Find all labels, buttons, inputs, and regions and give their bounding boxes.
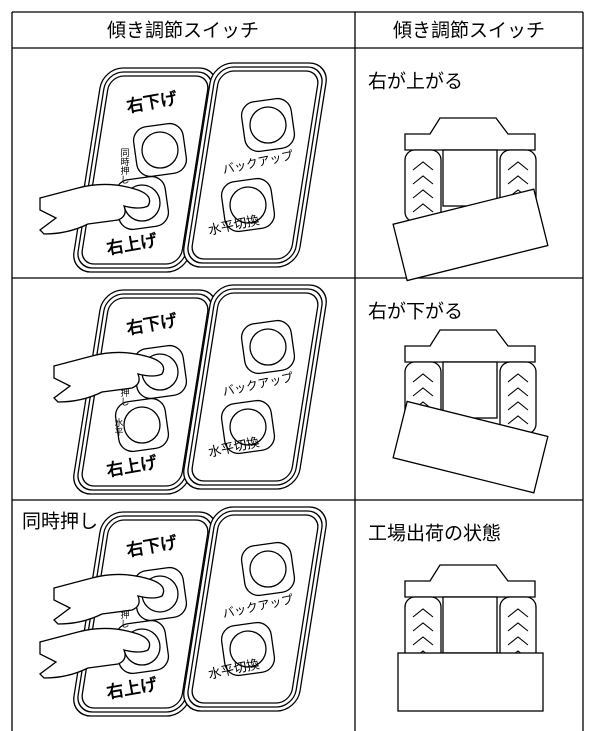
wheel-tread bbox=[507, 387, 529, 397]
table-row: 右下げ右上げバックアップ水平切換同時押し水平右が上がる bbox=[39, 62, 549, 282]
tractor-blade bbox=[392, 188, 549, 282]
button bbox=[249, 328, 287, 366]
wheel-tread bbox=[412, 608, 434, 618]
result-text: 工場出荷の状態 bbox=[368, 523, 501, 545]
wheel-tread bbox=[507, 636, 529, 646]
wheel-tread bbox=[412, 175, 434, 185]
wheel-tread bbox=[412, 636, 434, 646]
tractor-body bbox=[442, 149, 498, 207]
button bbox=[229, 408, 267, 446]
panel-outline bbox=[187, 288, 323, 486]
tractor bbox=[392, 117, 549, 282]
tractor-wheel bbox=[404, 149, 442, 223]
button bbox=[249, 106, 287, 144]
wheel-tread bbox=[507, 415, 529, 425]
panel-side-label: 同時押し bbox=[119, 148, 130, 184]
wheel-tread bbox=[412, 189, 434, 199]
wheel-tread bbox=[507, 401, 529, 411]
wheel-tread bbox=[507, 373, 529, 383]
header-cell: 傾き調節スイッチ bbox=[393, 20, 545, 42]
button bbox=[229, 186, 267, 224]
button bbox=[123, 406, 161, 444]
tractor-roof bbox=[404, 329, 536, 363]
hand bbox=[53, 351, 165, 403]
tractor bbox=[392, 329, 549, 494]
hand bbox=[39, 183, 151, 235]
panel-outline bbox=[187, 66, 323, 264]
button bbox=[229, 630, 267, 668]
panel-outline bbox=[191, 514, 319, 704]
wheel-tread bbox=[412, 622, 434, 632]
wheel-tread bbox=[412, 387, 434, 397]
header-cell: 傾き調節スイッチ bbox=[107, 20, 259, 42]
panel-outline bbox=[191, 292, 319, 482]
tractor-roof bbox=[404, 564, 536, 598]
button bbox=[249, 550, 287, 588]
wheel-tread bbox=[507, 161, 529, 171]
tractor-roof bbox=[404, 117, 536, 151]
tractor-body bbox=[442, 361, 498, 419]
wheel-tread bbox=[412, 161, 434, 171]
tractor bbox=[397, 564, 544, 712]
table-row: 右下げ右上げバックアップ水平切換同時押し水平右が下がる bbox=[53, 284, 549, 495]
table-grid bbox=[11, 11, 584, 731]
wheel-tread bbox=[507, 622, 529, 632]
row-note: 同時押し bbox=[22, 511, 98, 533]
wheel-tread bbox=[507, 608, 529, 618]
hand bbox=[39, 627, 151, 679]
wheel-tread bbox=[507, 175, 529, 185]
result-text: 右が上がる bbox=[368, 71, 463, 93]
tractor-body bbox=[442, 596, 498, 654]
wheel-tread bbox=[412, 373, 434, 383]
panel-outline bbox=[191, 70, 319, 260]
panel-side-label: 水平 bbox=[113, 417, 124, 437]
panel-outline bbox=[81, 75, 209, 265]
hand bbox=[53, 573, 165, 625]
wheel-tread bbox=[412, 203, 434, 213]
tractor-blade bbox=[392, 400, 549, 494]
button bbox=[141, 131, 179, 169]
panel-outline bbox=[187, 510, 323, 708]
tractor-blade bbox=[397, 652, 544, 712]
tractor-wheel bbox=[499, 361, 537, 435]
result-text: 右が下がる bbox=[368, 301, 463, 323]
table-row: 右下げ右上げバックアップ水平切換同時押し水平同時押し工場出荷の状態 bbox=[22, 506, 544, 717]
